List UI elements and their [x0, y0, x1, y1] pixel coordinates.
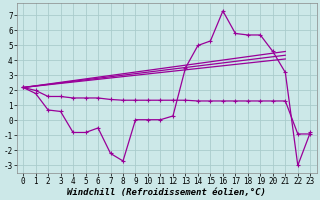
X-axis label: Windchill (Refroidissement éolien,°C): Windchill (Refroidissement éolien,°C) [67, 188, 266, 197]
